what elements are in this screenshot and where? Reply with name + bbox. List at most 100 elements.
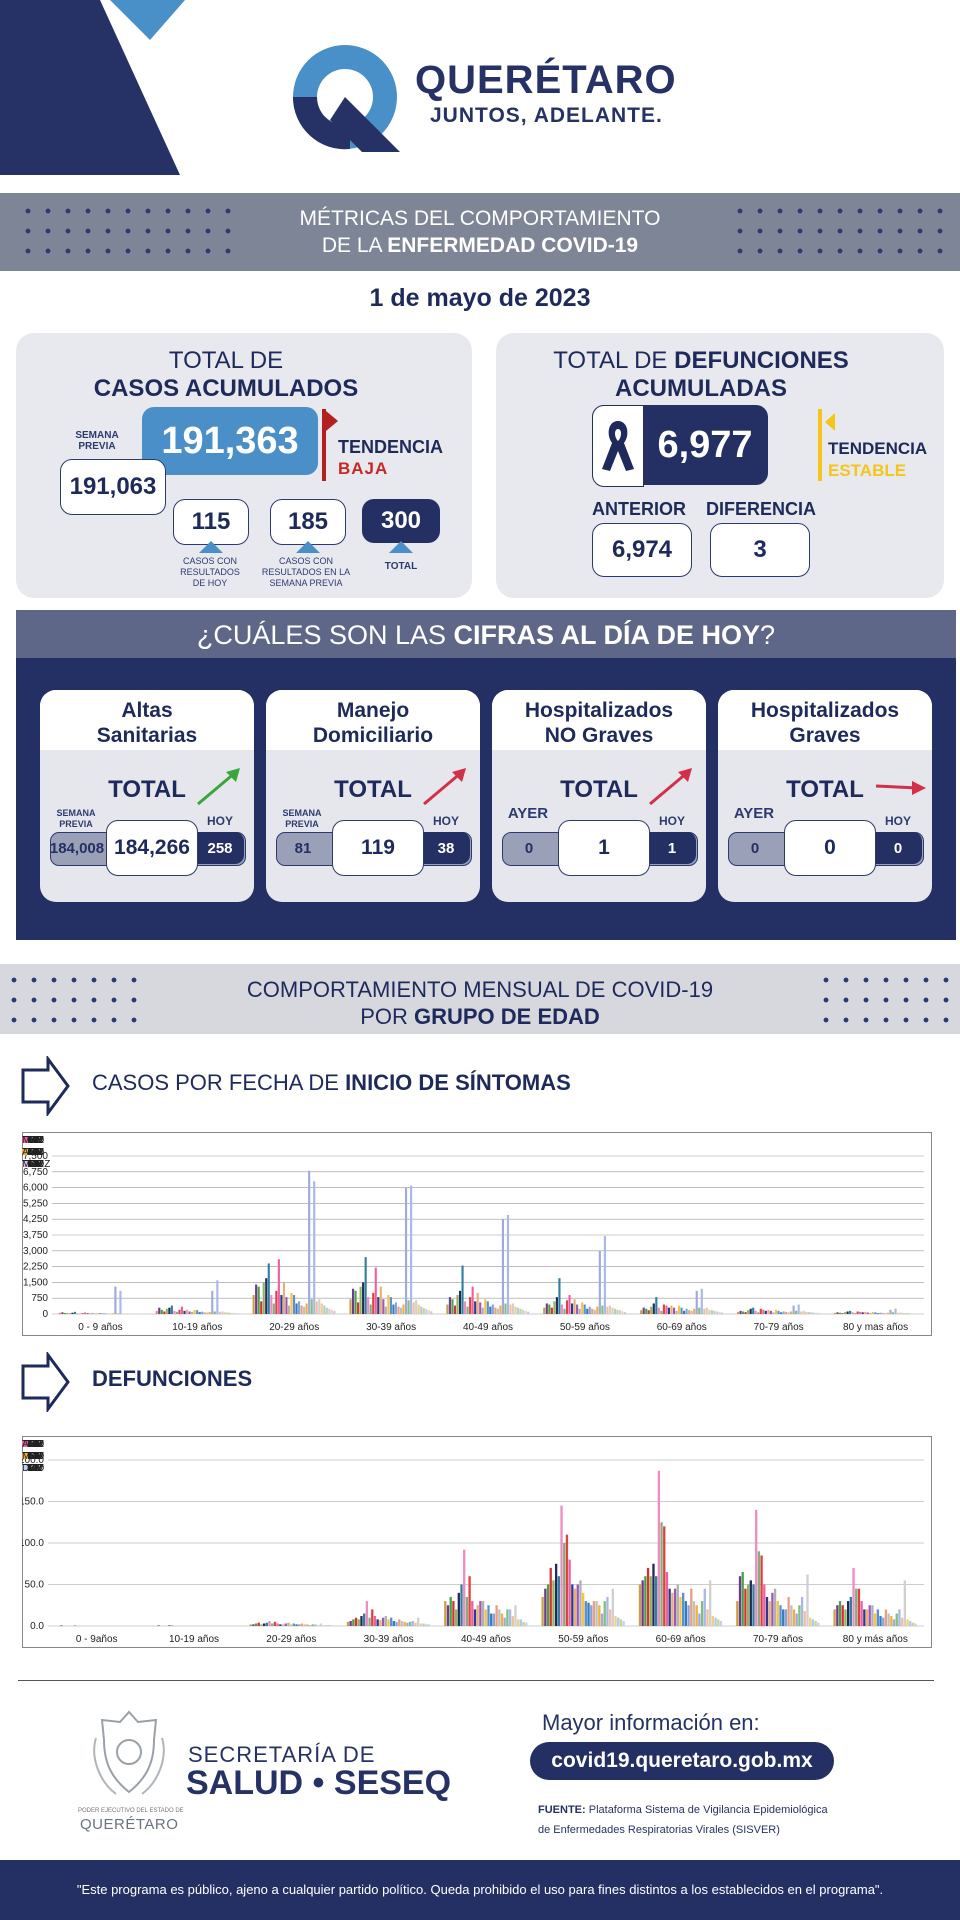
bar <box>506 1214 510 1314</box>
bar <box>446 1304 449 1314</box>
bar <box>771 1592 774 1626</box>
casos-previa: 185 <box>270 499 346 545</box>
bar <box>579 1580 582 1626</box>
mayor-info-label: Mayor información en: <box>542 1710 760 1735</box>
x-tick-label: 70-79 años <box>753 1634 803 1645</box>
bar <box>711 1616 715 1626</box>
bar <box>876 1313 879 1314</box>
bar <box>319 1623 322 1626</box>
hoy-card-mid-value: 1 <box>558 820 650 876</box>
bar <box>211 1290 214 1314</box>
bar <box>216 1280 219 1314</box>
x-tick-label: 20-29 años <box>269 1322 319 1333</box>
legend-label: JUN <box>22 1159 41 1170</box>
bar <box>292 1623 295 1626</box>
bar <box>453 1305 457 1314</box>
bar <box>747 1310 750 1314</box>
bar <box>650 1306 653 1314</box>
bar <box>228 1312 232 1314</box>
bar <box>860 1601 863 1626</box>
bar <box>777 1310 780 1314</box>
def-title-1: TOTAL DE DEFUNCIONES <box>553 347 849 374</box>
bar <box>588 1306 591 1314</box>
bar <box>595 1601 598 1626</box>
semana-previa-label: SEMANA PREVIA <box>75 430 119 452</box>
bar <box>404 1187 408 1314</box>
bar <box>746 1584 750 1626</box>
bar <box>795 1613 798 1626</box>
bar <box>616 1309 619 1314</box>
bar <box>517 1619 520 1626</box>
legend-swatch <box>22 1441 28 1447</box>
bar <box>571 1584 574 1626</box>
hoy-card-left-value: 0 <box>524 840 534 857</box>
hoy-card-title: Altas Sanitarias <box>40 690 254 750</box>
bar <box>738 1576 742 1626</box>
bar <box>861 1312 864 1314</box>
bar <box>400 1621 404 1626</box>
bar <box>487 1605 490 1626</box>
bar <box>365 1601 369 1626</box>
legend-label: NOV <box>22 1147 44 1158</box>
legend-label: MAR <box>22 1451 44 1462</box>
legend-label: DIC <box>22 1159 39 1170</box>
bar <box>596 1306 599 1314</box>
bar <box>571 1303 574 1314</box>
bar <box>422 1623 425 1626</box>
bar <box>657 1470 661 1626</box>
bar <box>519 1619 523 1626</box>
bar <box>876 1609 879 1626</box>
bar <box>354 1617 358 1626</box>
bar <box>346 1621 350 1626</box>
legend-label: AGO <box>22 1159 44 1170</box>
bar <box>586 1308 589 1314</box>
casos-suma: 300 <box>362 499 440 543</box>
bar <box>503 1617 506 1626</box>
hoy-card: Manejo Domiciliario TOTAL SEMANA PREVIA 81 11… <box>266 690 480 902</box>
bar <box>81 1313 84 1314</box>
bar <box>379 1620 382 1626</box>
bar <box>873 1613 877 1626</box>
bar <box>308 1170 311 1314</box>
bar <box>784 1311 788 1314</box>
bar <box>489 1306 492 1314</box>
hoy-card-left-label: AYER <box>507 805 549 822</box>
bar <box>410 1185 413 1314</box>
bar <box>124 1313 127 1314</box>
hoy-card-left-label: SEMANA PREVIA <box>56 808 96 829</box>
bar <box>99 1313 102 1314</box>
bar <box>553 1301 556 1314</box>
bar <box>787 1312 790 1314</box>
bar <box>874 1312 877 1314</box>
legend-label: JUN <box>22 1463 41 1474</box>
bar <box>168 1307 171 1314</box>
bar <box>695 1605 698 1626</box>
bar <box>318 1299 321 1314</box>
sec-line2: SALUD • SESEQ <box>186 1764 452 1802</box>
bar <box>236 1313 239 1314</box>
bar <box>461 1265 464 1314</box>
bar <box>719 1621 723 1626</box>
bar <box>601 1305 604 1314</box>
bar <box>279 1624 282 1626</box>
bar <box>554 1563 558 1626</box>
bar <box>155 1310 158 1314</box>
bar <box>457 1592 460 1626</box>
bar <box>849 1310 852 1314</box>
x-tick-label: 80 y más años <box>843 1634 908 1645</box>
up-arrow-icon <box>389 541 413 553</box>
bar <box>869 1313 872 1314</box>
bar <box>114 1286 117 1314</box>
legend-label: AGO <box>22 1135 44 1146</box>
bar <box>670 1305 673 1314</box>
legend-swatch <box>22 1465 28 1471</box>
bar <box>909 1313 912 1314</box>
bar <box>265 1622 268 1626</box>
bar <box>744 1588 747 1626</box>
bar <box>598 1605 601 1626</box>
info-url-link[interactable]: covid19.queretaro.gob.mx <box>530 1742 834 1780</box>
bar <box>790 1605 793 1626</box>
bar <box>884 1313 887 1314</box>
bar <box>427 1310 430 1314</box>
bar <box>471 1601 474 1626</box>
